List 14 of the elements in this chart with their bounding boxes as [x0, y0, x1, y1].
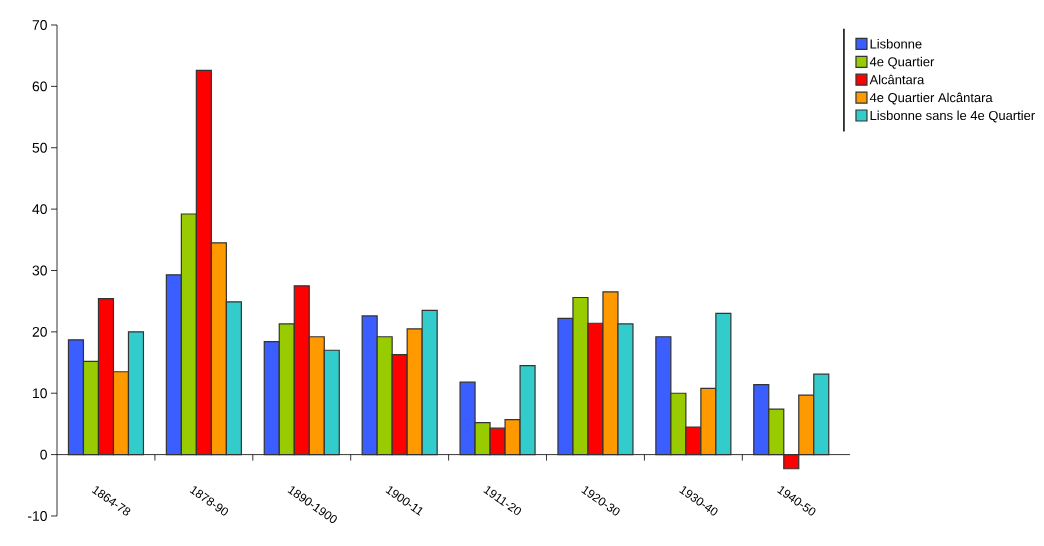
y-tick-label: 0	[40, 449, 47, 460]
legend-label: 4e Quartier	[869, 56, 935, 69]
y-tick-label: 50	[32, 142, 47, 153]
legend-label: 4e Quartier Alcântara	[869, 92, 993, 105]
y-tick-label: -10	[27, 511, 47, 521]
y-tick-label: 60	[32, 81, 47, 92]
legend-label: Alcântara	[869, 74, 925, 85]
legend-label: Lisbonne sans le 4e Quartier	[870, 110, 1035, 123]
y-tick-label: 10	[33, 388, 47, 399]
y-tick-label: 70	[32, 20, 47, 30]
y-tick-label: 20	[32, 326, 47, 337]
y-tick-label: 30	[32, 265, 47, 276]
legend-label: Lisbonne	[870, 38, 922, 49]
y-tick-label: 40	[32, 204, 47, 215]
